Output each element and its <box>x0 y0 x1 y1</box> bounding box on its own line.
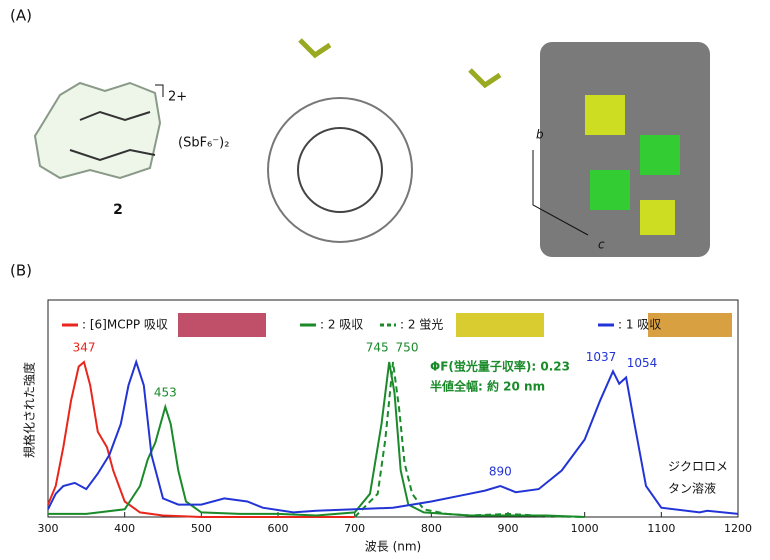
peak-label: 1037 <box>586 350 617 364</box>
x-tick-label: 1000 <box>571 522 599 535</box>
x-tick-label: 600 <box>268 522 289 535</box>
y-axis-label: 規格化された強度 <box>22 362 37 458</box>
annotation: タン溶液 <box>668 481 716 496</box>
crystal-structure <box>267 38 502 243</box>
x-tick-label: 300 <box>38 522 59 535</box>
annotation: ジクロロメ <box>668 460 728 474</box>
axis-c: c <box>598 238 605 252</box>
x-tick-label: 1100 <box>647 522 675 535</box>
bracket <box>155 84 164 97</box>
peak-label: 453 <box>154 385 177 399</box>
annotation: 半値全幅: 約 20 nm <box>430 379 545 394</box>
peak-label: 890 <box>489 465 512 479</box>
peak-label: 347 <box>73 341 96 355</box>
vial <box>178 313 266 337</box>
vial <box>456 313 544 337</box>
x-tick-label: 800 <box>421 522 442 535</box>
peak-label: 1054 <box>627 356 658 370</box>
spectrum-line <box>353 361 585 518</box>
vial <box>648 313 732 337</box>
charge: 2+ <box>168 90 187 105</box>
legend-label: : 1 吸収 <box>618 318 661 332</box>
spectrum-line <box>47 360 355 518</box>
annotation: ΦF(蛍光量子収率): 0.23 <box>430 359 570 374</box>
plot-frame <box>47 299 739 518</box>
x-tick-label: 500 <box>191 522 212 535</box>
x-axis-label: 波長 (nm) <box>365 540 421 554</box>
counterion: (SbF₆⁻)₂ <box>178 136 229 151</box>
molecule-2 <box>33 81 162 180</box>
axis-b: b <box>536 128 544 142</box>
legend-label: : 2 吸収 <box>320 318 363 332</box>
peak-label: 750 <box>396 341 419 355</box>
x-tick-label: 400 <box>114 522 135 535</box>
x-tick-label: 700 <box>344 522 365 535</box>
legend-label: : 2 蛍光 <box>400 318 443 332</box>
x-tick-label: 1200 <box>724 522 752 535</box>
peak-label: 745 <box>366 341 389 355</box>
panel-label: (A) <box>10 7 32 25</box>
legend-label: : [6]MCPP 吸収 <box>82 318 168 332</box>
spectrum-line <box>48 361 585 518</box>
panel-label: (B) <box>10 262 32 280</box>
compound-label: 2 <box>113 202 123 218</box>
spectrum-line <box>47 358 739 515</box>
x-tick-label: 900 <box>498 522 519 535</box>
packing-diagram <box>532 42 710 257</box>
